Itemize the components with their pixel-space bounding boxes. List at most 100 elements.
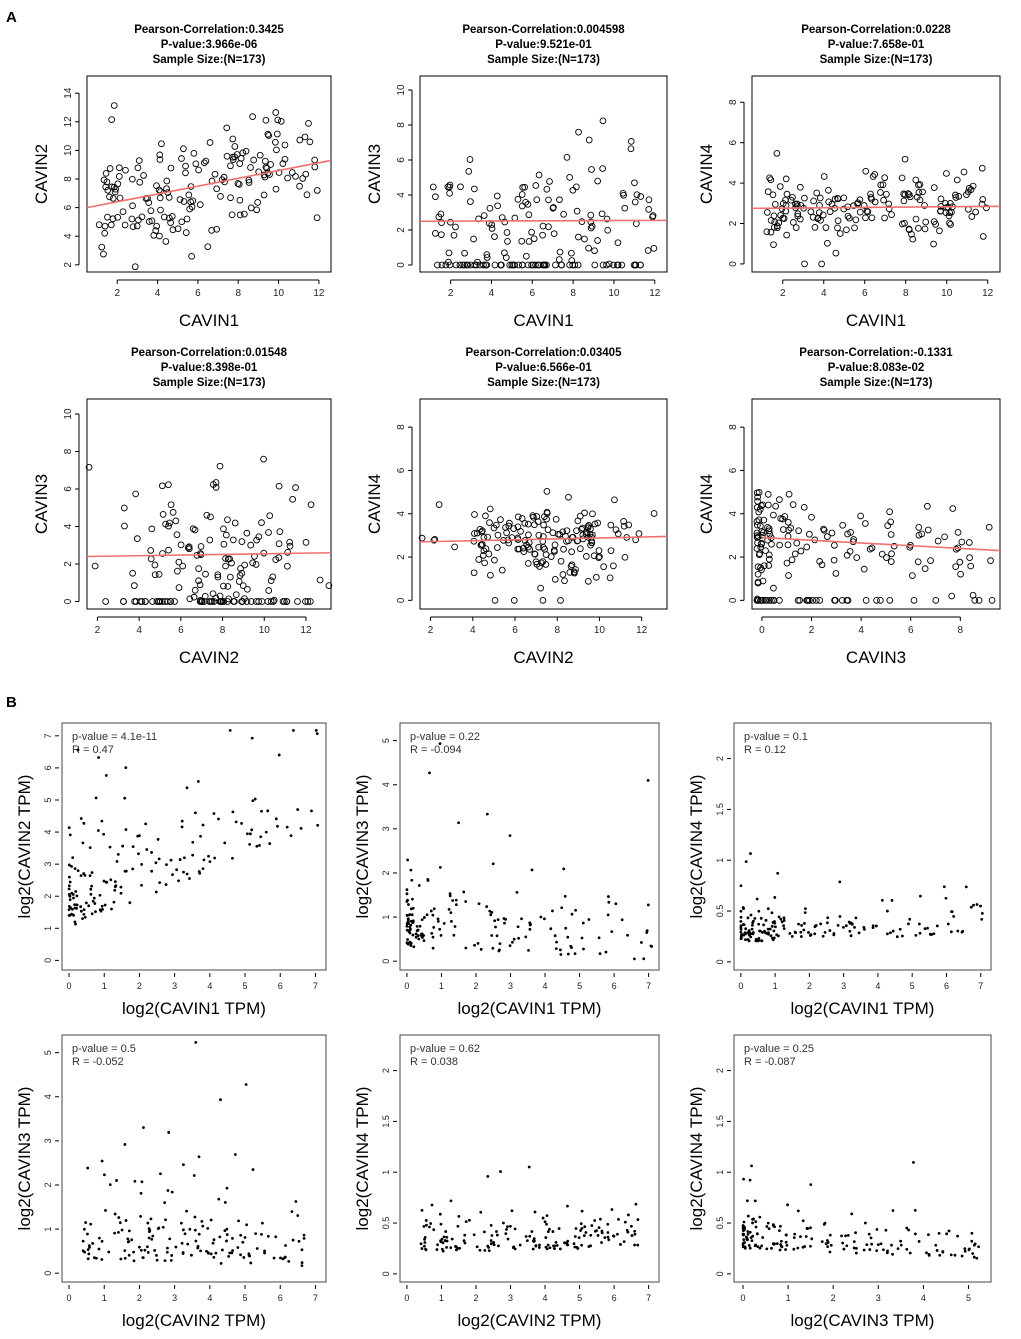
y-tick-label: 2	[728, 554, 739, 560]
data-point	[930, 218, 938, 225]
data-point	[230, 1251, 234, 1255]
data-point	[241, 1240, 245, 1244]
data-point	[170, 1190, 174, 1194]
x-tick-label: 7	[646, 981, 651, 991]
data-point	[899, 1243, 903, 1247]
data-point	[912, 1160, 915, 1164]
data-point	[925, 1251, 928, 1255]
data-point	[145, 199, 153, 206]
data-point	[251, 799, 255, 803]
data-point	[828, 1250, 832, 1254]
data-point	[632, 261, 639, 269]
data-point	[882, 1248, 885, 1252]
data-point	[265, 529, 272, 536]
data-point	[231, 1249, 235, 1252]
data-point	[807, 208, 815, 216]
data-point	[479, 947, 483, 951]
data-point	[772, 929, 776, 933]
data-point	[239, 1233, 243, 1237]
data-point	[124, 828, 128, 831]
data-point	[432, 1228, 436, 1232]
data-point	[532, 558, 540, 566]
data-point	[435, 501, 443, 508]
data-point	[407, 913, 411, 917]
data-point	[459, 261, 467, 269]
data-point	[977, 1245, 980, 1249]
data-point	[854, 199, 862, 207]
data-point	[438, 866, 442, 869]
data-point	[845, 214, 853, 222]
chart-annotation-line: p-value = 0.62	[410, 1043, 480, 1055]
x-tick-label: 6	[612, 1293, 617, 1303]
data-point	[463, 1233, 467, 1237]
data-point	[555, 940, 558, 944]
data-point	[93, 902, 97, 905]
data-point	[618, 261, 626, 269]
data-point	[283, 598, 291, 605]
data-point	[255, 598, 263, 605]
data-point	[967, 562, 975, 570]
data-point	[119, 885, 123, 889]
data-point	[269, 573, 277, 581]
data-point	[566, 1243, 570, 1247]
data-point	[151, 561, 159, 569]
data-point	[591, 261, 599, 269]
data-point	[452, 261, 460, 269]
data-point	[116, 852, 120, 856]
data-point	[124, 766, 128, 770]
data-point	[834, 195, 842, 203]
data-point	[407, 922, 410, 925]
regression-line	[419, 535, 668, 543]
data-point	[888, 211, 895, 218]
data-point	[206, 1226, 210, 1230]
data-point	[640, 941, 643, 944]
data-point	[297, 1239, 301, 1243]
data-point	[418, 924, 422, 928]
data-point	[306, 138, 314, 146]
data-point	[248, 842, 252, 846]
data-point	[182, 162, 189, 170]
data-point	[90, 912, 94, 916]
data-point	[891, 929, 895, 933]
data-point	[149, 1217, 153, 1221]
data-point	[485, 812, 489, 816]
data-point	[569, 944, 573, 948]
chart-annotation-line: p-value = 4.1e-11	[72, 731, 157, 743]
data-point	[791, 550, 799, 558]
data-point	[290, 1210, 294, 1214]
data-point	[159, 1172, 162, 1176]
data-point	[102, 170, 110, 177]
data-point	[580, 1243, 583, 1247]
data-point	[405, 924, 409, 928]
y-tick-label: 0	[43, 1271, 53, 1276]
data-point	[627, 138, 635, 145]
data-point	[214, 571, 222, 579]
data-point	[598, 210, 606, 218]
data-point	[485, 905, 489, 908]
data-point	[102, 879, 106, 883]
data-point	[131, 845, 135, 848]
data-point	[504, 238, 511, 245]
data-point	[153, 1248, 157, 1252]
data-point	[587, 1245, 591, 1248]
data-point	[742, 1238, 746, 1242]
chart-header-line: Sample Size:(N=173)	[487, 54, 600, 66]
data-point	[180, 198, 188, 205]
data-point	[292, 729, 295, 732]
plot-frame	[733, 1034, 992, 1283]
data-point	[165, 194, 173, 201]
data-point	[491, 233, 498, 241]
data-point	[157, 1226, 161, 1230]
data-point	[898, 927, 902, 931]
chart-header-line: Pearson-Correlation:0.0228	[801, 24, 951, 36]
data-point	[863, 207, 871, 215]
x-tick-label: 6	[908, 625, 914, 636]
data-point	[458, 1246, 462, 1250]
x-tick-label: 2	[428, 625, 434, 636]
data-point	[148, 525, 156, 533]
data-point	[450, 231, 458, 239]
data-point	[620, 191, 627, 199]
data-point	[926, 926, 929, 930]
chart-annotation-line: p-value = 0.25	[744, 1043, 814, 1055]
